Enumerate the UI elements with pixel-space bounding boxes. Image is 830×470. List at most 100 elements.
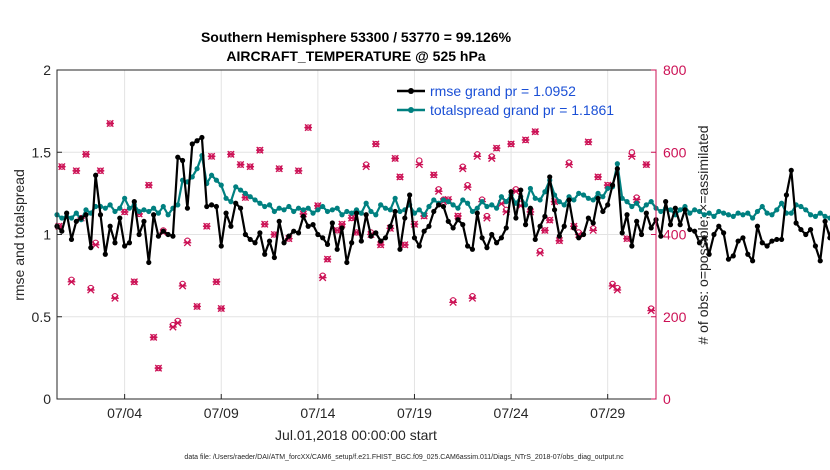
obs-assimilated-point [507,140,515,148]
rmse-point [537,223,543,229]
y-axis-label-right: # of obs: o=possible; ×=assimilated [695,125,711,344]
rmse-point [493,240,500,246]
rmse-point [237,205,244,211]
obs-assimilated-point [647,306,656,315]
obs-assimilated-point [555,237,564,245]
obs-assimilated-point [468,294,477,302]
spread-point [527,185,534,192]
spread-point [315,207,321,213]
rmse-point [556,233,562,239]
rmse-point [310,222,316,228]
spread-point [421,212,427,218]
spread-point [484,203,490,210]
spread-point [397,208,403,215]
rmse-point [421,228,427,234]
spread-point [648,199,654,205]
rmse-point [378,238,384,244]
rmse-point [78,215,84,221]
chart-subtitle: AIRCRAFT_TEMPERATURE @ 525 hPa [226,48,485,64]
spread-point [585,195,591,201]
spread-point [667,207,674,213]
y-tick-label-right: 200 [663,309,687,325]
rmse-point [407,192,413,198]
spread-point [706,210,712,216]
rmse-point [411,235,418,241]
rmse-point [783,192,790,198]
obs-assimilated-point [521,136,530,144]
obs-assimilated-point [256,146,264,154]
spread-point [590,197,596,203]
obs-assimilated-point [111,294,119,302]
rmse-point [455,217,461,223]
rmse-point [580,231,587,238]
rmse-point [295,230,302,236]
x-axis: 07/04 07/09 07/14 07/19 07/24 07/29 [107,394,625,421]
spread-point [605,185,611,192]
rmse-point [725,256,732,262]
rmse-point [754,223,761,229]
rmse-point [349,240,355,246]
y-tick-label-right: 400 [663,227,687,243]
obs-assimilated-point [246,162,255,171]
rmse-point [542,213,548,220]
spread-point [687,210,693,216]
spread-point [658,208,664,215]
spread-point [223,195,229,201]
legend-rmse-marker [408,88,414,94]
rmse-point [682,207,688,213]
obs-assimilated-point [628,152,636,161]
series-layer [54,134,830,266]
spread-point [638,207,645,213]
spread-point [324,208,331,215]
spread-point [262,203,268,210]
rmse-point [339,225,345,231]
spread-point [614,161,620,167]
rmse-point [460,222,466,228]
spread-point [126,205,133,211]
obs-assimilated-point [463,183,472,191]
obs-assimilated-point [434,187,443,195]
rmse-point [489,231,495,238]
x-tick-label: 07/04 [107,405,142,421]
spread-point [257,200,263,206]
obs-assimilated-point [347,214,356,222]
rmse-point [687,226,693,233]
obs-assimilated-point [67,278,76,286]
x-tick-label: 07/14 [300,405,335,421]
obs-assimilated-point [391,154,399,163]
spread-point [711,213,717,220]
spread-point [373,212,379,218]
rmse-point [721,230,727,236]
rmse-point [291,228,297,234]
obs-assimilated-point [642,160,651,169]
obs-assimilated-point [72,167,81,175]
rmse-point [88,245,94,251]
obs-assimilated-point [545,216,554,224]
footnote: data file: /Users/raeder/DAI/ATM_forcXX/… [184,454,624,461]
rmse-point [204,203,210,210]
obs-assimilated-point [275,165,284,173]
rmse-point [730,253,736,259]
obs-assimilated-point [178,282,187,290]
rmse-point [551,207,558,213]
rmse-point [576,235,582,241]
rmse-point [93,172,99,178]
rmse-point [595,195,601,201]
obs-assimilated-point [144,181,153,189]
spread-point [266,202,273,208]
rmse-point [778,236,785,243]
spread-point [440,197,447,203]
rmse-point [503,225,509,231]
rmse-point [64,210,70,216]
spread-point [73,210,79,216]
spread-point [474,205,480,211]
spread-point [305,205,311,211]
obs-assimilated-point [454,212,462,220]
rmse-point [711,231,717,238]
spread-point [798,203,804,210]
rmse-point [619,230,625,236]
spread-point [136,208,142,215]
spread-point [677,207,683,213]
spread-point [233,184,239,190]
rmse-point [469,246,476,252]
